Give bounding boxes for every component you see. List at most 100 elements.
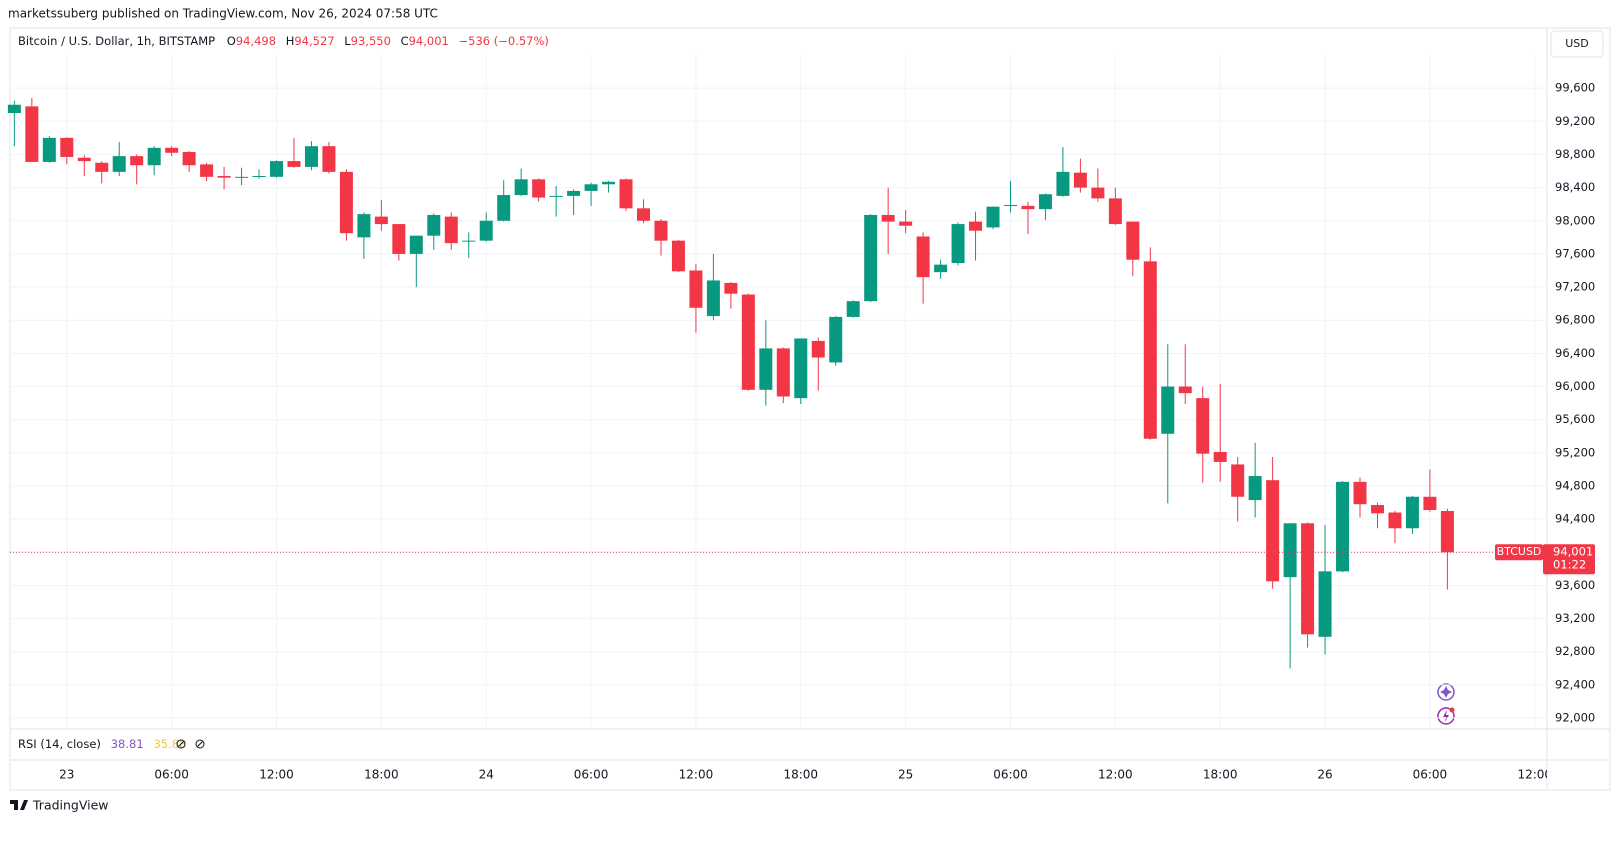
candle-body [514, 179, 528, 196]
high: 94,527 [294, 34, 334, 48]
candle-body [1056, 171, 1070, 196]
candle-body [235, 176, 249, 178]
candle-body [532, 179, 546, 198]
y-tick-label: 94,400 [1555, 512, 1595, 526]
candle-body [584, 184, 598, 191]
change: −536 (−0.57%) [459, 34, 549, 48]
candle-body [200, 164, 214, 177]
candle-body [1231, 464, 1245, 497]
candle-body [776, 348, 790, 397]
y-tick-label: 98,800 [1555, 147, 1595, 161]
candle-body [77, 157, 91, 162]
candle-body [1126, 221, 1140, 260]
candle-body [462, 240, 476, 242]
candle-body [1108, 198, 1122, 225]
candle-body [794, 338, 808, 399]
candle-body [1266, 480, 1280, 582]
icon [177, 740, 185, 748]
currency-button[interactable] [1550, 30, 1604, 58]
y-tick-label: 97,200 [1555, 280, 1595, 294]
candle-body [479, 220, 493, 241]
rsi-value: 38.81 [111, 737, 144, 751]
candle-body [130, 156, 144, 166]
x-tick-label: 12:00 [1098, 768, 1133, 782]
countdown: 01:22 [1553, 558, 1586, 572]
symbol: Bitcoin / U.S. Dollar, 1h, BITSTAMP [18, 34, 215, 48]
candle-body [322, 146, 336, 172]
icon [176, 739, 186, 749]
candle-body [1405, 496, 1419, 529]
candle-body [1283, 523, 1297, 578]
candle-body [1021, 205, 1035, 210]
candle-body [1073, 172, 1087, 188]
logo: TradingView [10, 798, 109, 813]
candle-body [636, 208, 650, 221]
candle-body [654, 220, 668, 241]
candle-body [1248, 476, 1262, 501]
y-tick-label: 96,400 [1555, 346, 1595, 360]
candle-body [252, 176, 266, 178]
candle-body [497, 195, 511, 221]
x-tick-label: 25 [898, 768, 913, 782]
candle-body [444, 216, 458, 244]
y-tick-label: 95,600 [1555, 412, 1595, 426]
candle-body [1196, 398, 1210, 454]
candle-body [689, 270, 703, 308]
candle-body [1353, 481, 1367, 505]
y-tick-label: 96,800 [1555, 313, 1595, 327]
y-tick-label: 98,000 [1555, 213, 1595, 227]
x-tick-label: 26 [1317, 768, 1332, 782]
candle-body [1370, 505, 1384, 514]
x-tick-label: 18:00 [783, 768, 818, 782]
header: Bitcoin / U.S. Dollar, 1h, BITSTAMP O94,… [18, 34, 549, 48]
candle-body [1161, 386, 1175, 434]
chart-frame [9, 27, 1611, 791]
time-axis: 23 06:00 12:00 18:00 24 06:00 12:00 18:00 25 06:0… [59, 768, 1547, 782]
candle-body [1091, 187, 1105, 199]
candle-body [392, 224, 406, 254]
close: 94,001 [409, 34, 449, 48]
alert-icon[interactable] [1437, 707, 1455, 725]
y-tick-label: 99,600 [1555, 81, 1595, 95]
x-tick-label: 24 [479, 768, 494, 782]
alert-icon-bolt [1443, 710, 1449, 722]
candle-body [986, 206, 1000, 228]
icon [196, 740, 204, 748]
candle-body [846, 301, 860, 317]
logo-mark [10, 800, 28, 810]
last-price: 94,001 [1553, 545, 1593, 559]
candle-body [567, 190, 581, 196]
last-price-box [1543, 544, 1595, 575]
candle-body [165, 147, 179, 153]
rsi-icons [176, 739, 205, 749]
assistant-icon[interactable] [1437, 683, 1455, 701]
candle-body [1388, 512, 1402, 529]
candle-body [671, 240, 685, 272]
candle-body [916, 236, 930, 278]
candle-body [357, 214, 371, 238]
candle-body [147, 147, 161, 166]
candle-body [619, 179, 633, 209]
candle-body [374, 216, 388, 225]
candle-body [60, 137, 74, 157]
x-tick-label: 18:00 [364, 768, 399, 782]
attribution: marketssuberg published on TradingView.c… [8, 7, 438, 21]
y-tick-label: 94,800 [1555, 478, 1595, 492]
candle-body [1143, 261, 1157, 439]
alert-dot [1449, 707, 1455, 713]
candle-body [549, 195, 563, 197]
rsi-legend: RSI (14, close) 38.81 35.88 [18, 737, 186, 751]
candle-body [112, 156, 126, 172]
candle-body [1178, 386, 1192, 394]
candle-body [42, 137, 56, 162]
rsi-label: RSI (14, close) [18, 737, 101, 751]
low: 93,550 [351, 34, 391, 48]
candle-body [881, 214, 895, 222]
candle-body [951, 224, 965, 264]
y-tick-label: 96,000 [1555, 379, 1595, 393]
x-tick-label: 12:00 [679, 768, 714, 782]
c-label: C [401, 34, 409, 48]
y-tick-label: 95,200 [1555, 445, 1595, 459]
